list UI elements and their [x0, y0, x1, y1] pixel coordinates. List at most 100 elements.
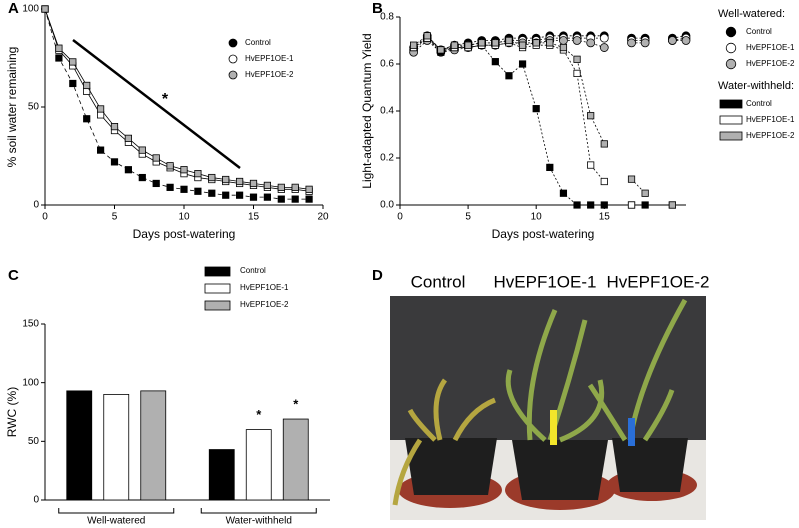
legend-label: HvEPF1OE-1: [245, 54, 294, 63]
annotation: *: [162, 91, 169, 108]
y-tick-label: 100: [22, 377, 39, 388]
marker: [291, 183, 299, 191]
y-tick-label: 0.2: [380, 153, 394, 164]
x-tick-label: 5: [112, 212, 118, 223]
marker: [97, 105, 105, 113]
bar: [140, 390, 167, 501]
annotation-line: [72, 39, 241, 169]
legend-label: HvEPF1OE-2: [746, 131, 795, 140]
y-tick-label: 50: [28, 102, 40, 113]
marker: [559, 43, 568, 52]
photo-caption: Control: [411, 272, 466, 291]
marker: [600, 140, 608, 148]
pot: [612, 438, 688, 492]
y-tick-label: 150: [22, 319, 39, 330]
marker: [572, 36, 582, 45]
marker: [222, 191, 230, 199]
marker: [573, 69, 581, 77]
marker: [194, 170, 202, 178]
marker: [97, 111, 105, 119]
marker: [152, 154, 160, 162]
marker: [641, 201, 649, 209]
significance-label: *: [293, 396, 299, 411]
legend-marker: [725, 42, 737, 54]
legend-marker: [719, 131, 743, 141]
category-bracket: [200, 508, 317, 514]
leaves: [505, 309, 605, 443]
legend-label: HvEPF1OE-1: [240, 283, 289, 292]
marker: [505, 72, 513, 80]
marker: [518, 41, 527, 49]
marker: [627, 38, 636, 48]
legend-label: HvEPF1OE-1: [746, 115, 795, 124]
marker: [587, 161, 595, 169]
x-tick-label: Well-watered: [87, 516, 145, 527]
marker: [235, 177, 244, 186]
legend-title: Water-withheld:: [718, 80, 794, 92]
marker: [600, 201, 608, 209]
marker: [166, 183, 174, 191]
bar: [245, 429, 272, 501]
legend-marker: [719, 115, 743, 125]
marker: [124, 166, 132, 174]
photo-caption: HvEPF1OE-1: [494, 272, 597, 291]
y-tick-label: 0.6: [380, 59, 394, 70]
marker: [208, 189, 216, 197]
marker: [138, 173, 146, 182]
marker: [180, 166, 188, 174]
series-line: [44, 8, 310, 200]
marker: [599, 43, 609, 52]
marker: [546, 39, 554, 47]
marker: [532, 105, 540, 113]
marker: [627, 201, 636, 209]
marker: [518, 60, 527, 68]
y-tick-label: 0.4: [380, 106, 394, 117]
marker: [124, 134, 132, 142]
y-tick-label: 0.0: [380, 200, 394, 211]
marker: [640, 38, 650, 48]
marker: [532, 39, 540, 47]
marker: [263, 193, 272, 201]
marker: [55, 54, 63, 62]
marker: [222, 175, 230, 184]
marker: [194, 187, 202, 195]
legend-label: HvEPF1OE-1: [746, 43, 795, 52]
marker: [641, 189, 649, 197]
pot: [512, 440, 608, 500]
legend-marker: [204, 283, 231, 294]
x-tick-label: 5: [465, 212, 471, 223]
marker: [235, 191, 244, 199]
marker: [587, 112, 595, 120]
bar: [208, 449, 235, 501]
marker: [277, 195, 285, 203]
marker: [464, 41, 472, 49]
y-tick-label: 0: [33, 495, 39, 506]
legend-label: HvEPF1OE-2: [746, 59, 795, 68]
legend-marker: [725, 58, 737, 70]
marker: [83, 81, 91, 90]
marker: [599, 33, 609, 43]
x-axis-label: Days post-watering: [133, 227, 236, 241]
panel-letter: A: [8, 0, 19, 17]
pot: [405, 438, 497, 495]
panel-letter: C: [8, 267, 19, 284]
marker: [110, 158, 119, 166]
legend-label: Control: [746, 99, 772, 108]
y-tick-label: 0.8: [380, 12, 394, 23]
series-line: [44, 8, 310, 190]
y-tick-label: 100: [22, 4, 39, 15]
marker: [627, 175, 636, 183]
marker: [546, 163, 554, 171]
x-tick-label: 20: [317, 212, 329, 223]
marker: [587, 201, 595, 209]
marker: [97, 146, 105, 154]
marker: [249, 193, 258, 201]
marker: [450, 41, 459, 49]
marker: [69, 58, 77, 66]
photo: [390, 296, 706, 520]
bar: [282, 418, 309, 501]
marker: [667, 36, 677, 45]
category-bracket: [58, 508, 175, 514]
legend-title: Well-watered:: [718, 8, 785, 20]
marker: [573, 201, 581, 209]
